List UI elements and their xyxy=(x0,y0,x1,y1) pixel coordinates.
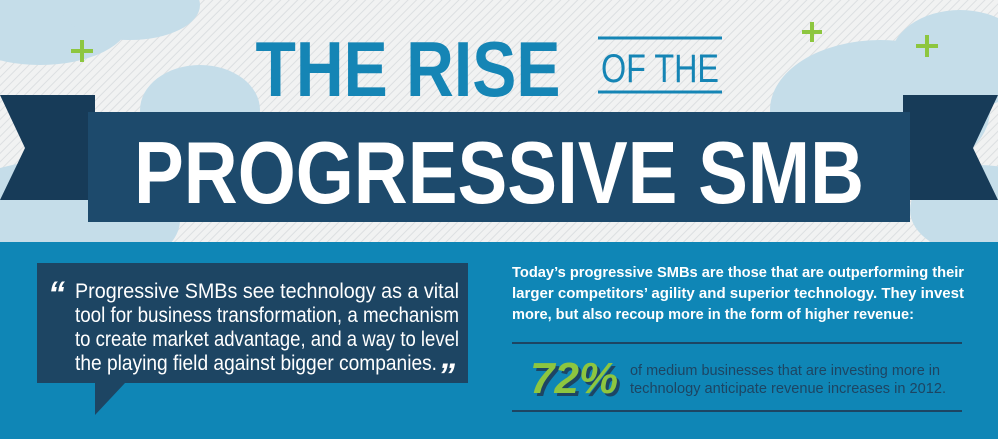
stat-line: technology anticipate revenue increases … xyxy=(630,380,946,397)
quote-box xyxy=(37,263,468,415)
title-of-the: OF THE xyxy=(601,47,719,91)
intro-line: Today’s progressive SMBs are those that … xyxy=(512,264,964,281)
quote-line: the playing field against bigger compani… xyxy=(75,352,437,375)
intro-line: larger competitors’ agility and superior… xyxy=(512,285,964,302)
quote-line: Progressive SMBs see technology as a vit… xyxy=(75,280,459,303)
intro-text: Today’s progressive SMBs are those that … xyxy=(512,264,964,323)
plus-icons xyxy=(71,22,938,62)
quote-line: to create market advantage, and a way to… xyxy=(75,328,459,351)
quote-close: ” xyxy=(438,357,455,395)
intro-line: more, but also recoup more in the form o… xyxy=(512,306,914,323)
ribbon xyxy=(0,95,998,222)
title-line1: THE RISE xyxy=(256,25,561,113)
stat-text: of medium businesses that are investing … xyxy=(630,362,946,397)
quote-open: “ xyxy=(48,275,65,313)
quote-line: tool for business transformation, a mech… xyxy=(75,304,459,327)
stat-line: of medium businesses that are investing … xyxy=(630,362,940,379)
stat-shadow: 72% xyxy=(533,357,621,406)
title-line2: PROGRESSIVE SMB xyxy=(134,123,864,222)
quote-text: Progressive SMBs see technology as a vit… xyxy=(75,280,459,375)
stat-value: 72% xyxy=(530,354,618,403)
